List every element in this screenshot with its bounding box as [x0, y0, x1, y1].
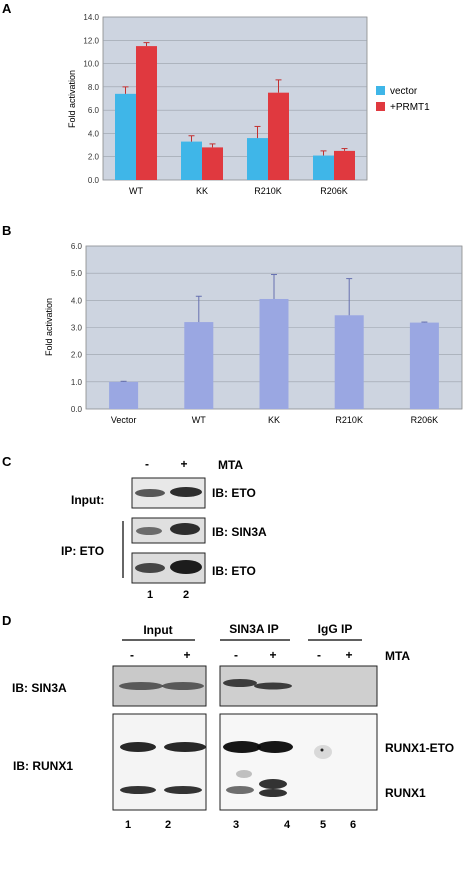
blot-c-lane-2: 2: [183, 589, 189, 601]
legend-swatch-vector: [376, 86, 385, 95]
chart-a: 0.0 2.0 4.0 6.0 8.0 10.0 12.0 14.0 WT KK R210K R20…: [67, 13, 430, 196]
chartB-category-label: R210K: [335, 415, 363, 425]
chartB-bar: [334, 315, 364, 409]
blot-d-lane4-plus: +: [269, 648, 276, 662]
blot-d-lane6-plus: +: [345, 648, 352, 662]
blot-c-ip-label: IP: ETO: [61, 544, 104, 558]
blot-c-mta-label: MTA: [218, 458, 243, 472]
blot-c-input-membrane: [131, 477, 206, 509]
blot-d-lane-6: 6: [350, 819, 356, 831]
chartA-tick-label: 4.0: [88, 129, 100, 138]
blot-d-lane1-minus: -: [130, 648, 134, 662]
blot-d-lane-2: 2: [165, 819, 171, 831]
chart-b-categories: Vector WT KK R210K R206K: [111, 415, 438, 425]
blot-c-ib-eto-2: IB: ETO: [212, 564, 256, 578]
chartA-tick-label: 0.0: [88, 176, 100, 185]
blot-d-lane5-minus: -: [317, 648, 321, 662]
chartB-bar: [109, 381, 139, 409]
chartB-tick-label: 1.0: [71, 378, 83, 387]
blot-d-runx1-input-membrane: [112, 713, 207, 811]
chartA-bar: [334, 150, 355, 180]
chart-a-bars: [115, 42, 355, 180]
blot-c-lane-1: 1: [147, 589, 153, 601]
chartA-bar: [268, 92, 289, 180]
blot-c-sin3a-membrane: [131, 517, 206, 544]
blot-c-eto-membrane: [131, 552, 206, 584]
chartB-bar: [184, 322, 214, 409]
blot-c-input-label: Input:: [71, 493, 104, 507]
blot-d-sin3a-ip-header: SIN3A IP: [229, 622, 279, 636]
chartB-bar: [409, 322, 439, 409]
chart-b-bars: [109, 274, 439, 409]
chartA-bar: [115, 93, 136, 180]
chartB-category-label: KK: [268, 415, 280, 425]
blot-c-ib-sin3a: IB: SIN3A: [212, 525, 267, 539]
chart-b-ylabel: Fold activation: [44, 298, 54, 356]
chartA-tick-label: 14.0: [83, 13, 99, 22]
chartA-tick-label: 2.0: [88, 153, 100, 162]
panel-letter-a: A: [2, 1, 12, 16]
chartB-tick-label: 6.0: [71, 242, 83, 251]
legend-label-prmt1: +PRMT1: [390, 102, 430, 113]
chartA-bar: [202, 147, 223, 180]
blot-d-sin3a-ip-membrane: [219, 665, 378, 707]
chartA-category-label: WT: [129, 186, 143, 196]
chartA-bar: [313, 155, 334, 180]
chartA-bar: [181, 141, 202, 180]
blot-c-minus: -: [145, 457, 149, 471]
blot-c-plus: +: [180, 457, 187, 471]
blot-c: - + MTA Input: IB: ETO IB: SIN3A IB: ETO…: [61, 457, 267, 601]
blot-c-ib-eto-1: IB: ETO: [212, 486, 256, 500]
chart-a-categories: WT KK R210K R206K: [129, 186, 348, 196]
chartA-tick-label: 8.0: [88, 83, 100, 92]
blot-d-lane2-plus: +: [183, 648, 190, 662]
blot-d-lane-3: 3: [233, 819, 239, 831]
blot-d: Input SIN3A IP IgG IP - + - + - + MTA IB…: [12, 622, 454, 831]
chartA-bar: [247, 138, 268, 180]
blot-d-input-header: Input: [143, 623, 172, 637]
blot-d-igg-ip-header: IgG IP: [318, 622, 353, 636]
panel-letter-b: B: [2, 223, 11, 238]
chart-a-ylabel: Fold activation: [67, 70, 77, 128]
chartA-tick-label: 12.0: [83, 36, 99, 45]
blot-d-ib-sin3a-label: IB: SIN3A: [12, 681, 67, 695]
chartB-bar: [259, 298, 289, 409]
chartB-tick-label: 2.0: [71, 351, 83, 360]
chart-a-legend: vector +PRMT1: [376, 86, 430, 113]
chartA-category-label: KK: [196, 186, 208, 196]
blot-d-lane-1: 1: [125, 819, 131, 831]
chartA-bar: [136, 46, 157, 180]
chartB-tick-label: 0.0: [71, 405, 83, 414]
chartB-tick-label: 3.0: [71, 324, 83, 333]
chartB-category-label: Vector: [111, 415, 137, 425]
blot-d-lane-4: 4: [284, 819, 291, 831]
panel-letter-c: C: [2, 454, 12, 469]
chart-b: 0.0 1.0 2.0 3.0 4.0 5.0 6.0 Vector WT KK R210K R20…: [44, 242, 463, 425]
chartB-tick-label: 4.0: [71, 296, 83, 305]
blot-d-runx1-label: RUNX1: [385, 786, 426, 800]
chartA-category-label: R206K: [320, 186, 348, 196]
chartA-tick-label: 10.0: [83, 60, 99, 69]
blot-d-mta-label: MTA: [385, 649, 410, 663]
blot-d-runx1-eto-label: RUNX1-ETO: [385, 741, 454, 755]
chartA-category-label: R210K: [254, 186, 282, 196]
blot-d-ib-runx1-label: IB: RUNX1: [13, 759, 73, 773]
chartB-tick-label: 5.0: [71, 269, 83, 278]
legend-swatch-prmt1: [376, 102, 385, 111]
chartB-category-label: WT: [192, 415, 206, 425]
blot-d-lane3-minus: -: [234, 648, 238, 662]
chartA-tick-label: 6.0: [88, 106, 100, 115]
legend-label-vector: vector: [390, 86, 418, 97]
blot-d-runx1-ip-membrane: [219, 713, 378, 811]
blot-d-lane-5: 5: [320, 819, 326, 831]
panel-letter-d: D: [2, 613, 11, 628]
chart-a-y-ticks: 0.0 2.0 4.0 6.0 8.0 10.0 12.0 14.0: [83, 13, 99, 185]
blot-d-sin3a-input-membrane: [112, 665, 207, 707]
chart-b-y-ticks: 0.0 1.0 2.0 3.0 4.0 5.0 6.0: [71, 242, 83, 414]
chartB-category-label: R206K: [411, 415, 439, 425]
